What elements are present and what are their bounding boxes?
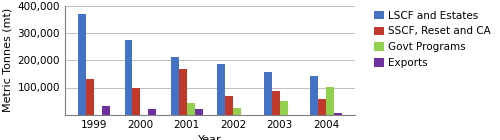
- Bar: [194, 109, 202, 115]
- Bar: [272, 91, 280, 115]
- Bar: [102, 106, 110, 115]
- Bar: [326, 87, 334, 115]
- Bar: [179, 69, 187, 115]
- Bar: [171, 57, 179, 115]
- Bar: [86, 79, 94, 115]
- Bar: [218, 64, 226, 115]
- Bar: [124, 40, 132, 115]
- Legend: LSCF and Estates, SSCF, Reset and CA, Govt Programs, Exports: LSCF and Estates, SSCF, Reset and CA, Go…: [372, 9, 494, 70]
- Bar: [280, 101, 287, 115]
- Y-axis label: Metric Tonnes (mt): Metric Tonnes (mt): [2, 8, 12, 112]
- Bar: [264, 73, 272, 115]
- Bar: [318, 99, 326, 115]
- X-axis label: Year: Year: [198, 135, 222, 140]
- Bar: [78, 14, 86, 115]
- Bar: [334, 113, 342, 115]
- Bar: [187, 102, 194, 115]
- Bar: [226, 96, 233, 115]
- Bar: [233, 108, 241, 115]
- Bar: [132, 88, 140, 115]
- Bar: [148, 109, 156, 115]
- Bar: [310, 76, 318, 115]
